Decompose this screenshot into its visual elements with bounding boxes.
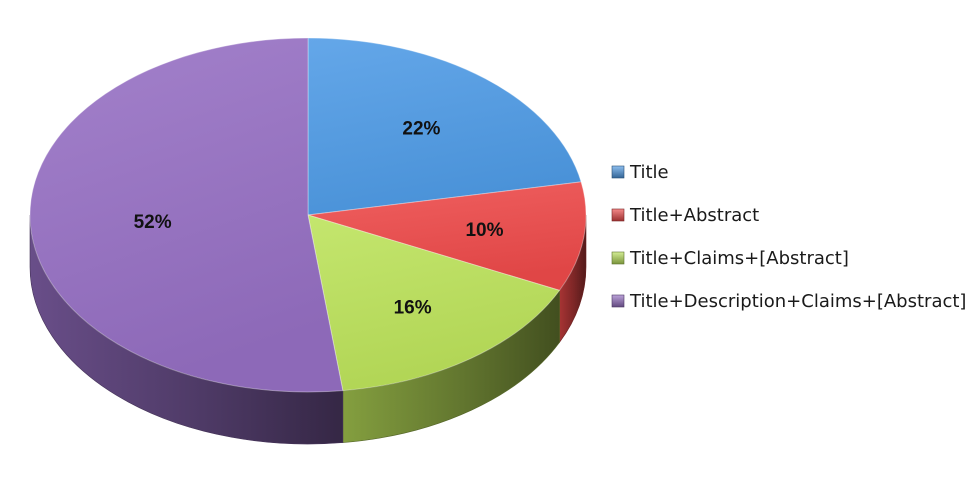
legend-item-title: Title bbox=[612, 162, 669, 183]
legend-item-title-abstract: Title+Abstract bbox=[612, 205, 759, 226]
legend-swatch-title-description-claims-abstract bbox=[612, 295, 624, 307]
legend-item-title-claims-abstract: Title+Claims+[Abstract] bbox=[612, 248, 849, 269]
legend-label-title-claims-abstract: Title+Claims+[Abstract] bbox=[629, 248, 849, 269]
data-label-title-claims-abstract: 16% bbox=[394, 298, 432, 319]
legend-item-title-description-claims-abstract: Title+Description+Claims+[Abstract] bbox=[612, 291, 966, 312]
data-label-title-abstract: 10% bbox=[465, 220, 503, 241]
data-label-title: 22% bbox=[402, 119, 440, 140]
legend: Title Title+Abstract Title+Claims+[Abstr… bbox=[612, 162, 966, 312]
data-label-title-description-claims-abstract: 52% bbox=[134, 212, 172, 233]
legend-label-title: Title bbox=[629, 162, 669, 183]
legend-label-title-description-claims-abstract: Title+Description+Claims+[Abstract] bbox=[629, 291, 966, 312]
legend-swatch-title-abstract bbox=[612, 209, 624, 221]
legend-swatch-title-claims-abstract bbox=[612, 252, 624, 264]
legend-label-title-abstract: Title+Abstract bbox=[629, 205, 759, 226]
pie-top-faces bbox=[30, 38, 586, 392]
legend-swatch-title bbox=[612, 166, 624, 178]
